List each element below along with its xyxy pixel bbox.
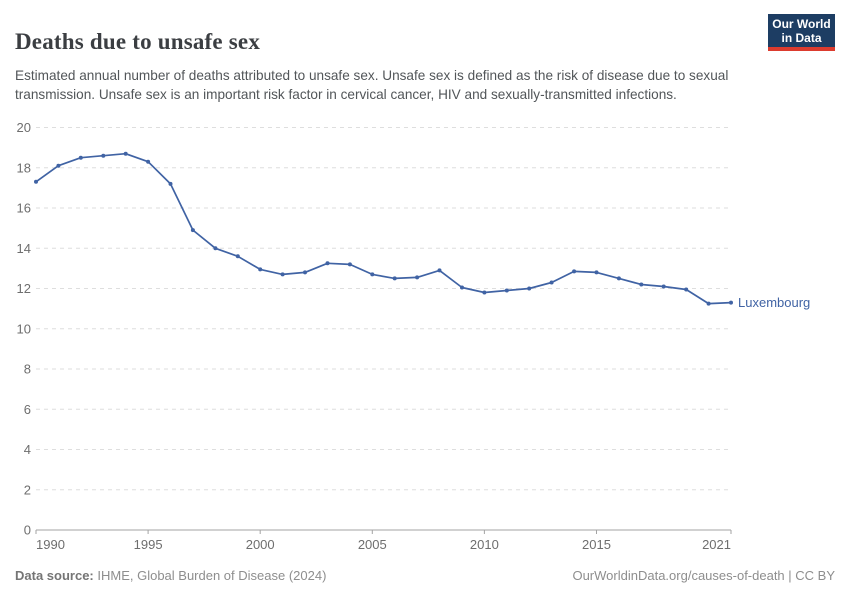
data-source: Data source: IHME, Global Burden of Dise… <box>15 568 326 583</box>
chart-title: Deaths due to unsafe sex <box>15 29 261 55</box>
series-label-luxembourg: Luxembourg <box>738 295 810 310</box>
y-tick-label: 14 <box>17 241 31 256</box>
data-point <box>392 276 397 281</box>
data-points <box>34 151 733 306</box>
data-point <box>280 272 285 277</box>
y-tick-label: 0 <box>24 523 31 538</box>
x-tick-label: 2021 <box>702 537 731 552</box>
data-point <box>616 276 621 281</box>
y-tick-label: 4 <box>24 442 31 457</box>
data-point <box>34 179 38 184</box>
data-point <box>504 288 509 293</box>
x-tick-label: 2005 <box>358 537 387 552</box>
data-point <box>706 301 711 306</box>
data-point <box>56 163 61 168</box>
data-point <box>527 286 532 291</box>
x-tick-label: 1990 <box>36 537 65 552</box>
data-point <box>101 153 106 158</box>
owid-logo[interactable]: Our World in Data <box>768 14 835 51</box>
data-point <box>482 290 487 295</box>
data-point <box>572 269 577 274</box>
data-point <box>460 285 464 290</box>
y-tick-label: 20 <box>17 120 31 135</box>
owid-logo-line2: in Data <box>781 30 822 45</box>
y-tick-label: 18 <box>17 160 31 175</box>
series-line-luxembourg <box>35 152 732 305</box>
data-point <box>437 268 442 273</box>
data-point <box>549 280 554 285</box>
data-point <box>370 272 375 277</box>
data-point <box>258 267 263 272</box>
data-point <box>123 151 128 156</box>
y-tick-label: 2 <box>24 482 31 497</box>
data-point <box>325 261 330 266</box>
data-source-label: Data source: <box>15 568 94 583</box>
data-point <box>729 300 733 305</box>
x-tick-label: 2010 <box>470 537 499 552</box>
y-tick-labels: 0 2 4 6 8 10 12 14 16 18 20 <box>17 120 31 538</box>
data-point <box>146 159 151 164</box>
x-tick-label: 1995 <box>134 537 163 552</box>
data-point <box>684 287 689 292</box>
data-point <box>661 284 666 289</box>
data-point <box>78 155 83 160</box>
owid-logo-line1: Our World <box>772 16 831 31</box>
y-tick-label: 6 <box>24 402 31 417</box>
data-point <box>235 254 240 259</box>
x-tick-label: 2000 <box>246 537 275 552</box>
chart-footer: Data source: IHME, Global Burden of Dise… <box>15 568 835 583</box>
data-point <box>347 262 352 267</box>
data-point <box>303 270 307 275</box>
data-point <box>190 228 195 233</box>
y-tick-label: 8 <box>24 362 31 377</box>
chart-subtitle: Estimated annual number of deaths attrib… <box>15 67 729 103</box>
y-tick-label: 16 <box>17 201 31 216</box>
data-point <box>639 282 644 287</box>
y-gridlines <box>36 127 731 491</box>
x-tick-label: 2015 <box>582 537 611 552</box>
x-tick-labels: 1990 1995 2000 2005 2010 2015 2021 <box>35 530 732 552</box>
y-tick-label: 10 <box>17 321 31 336</box>
data-point <box>594 270 599 275</box>
data-point <box>415 275 420 280</box>
owid-credit-link[interactable]: OurWorldinData.org/causes-of-death | CC … <box>572 568 835 583</box>
data-point <box>168 181 173 186</box>
data-source-value: IHME, Global Burden of Disease (2024) <box>93 568 327 583</box>
data-point <box>213 246 218 251</box>
y-tick-label: 12 <box>17 281 31 296</box>
